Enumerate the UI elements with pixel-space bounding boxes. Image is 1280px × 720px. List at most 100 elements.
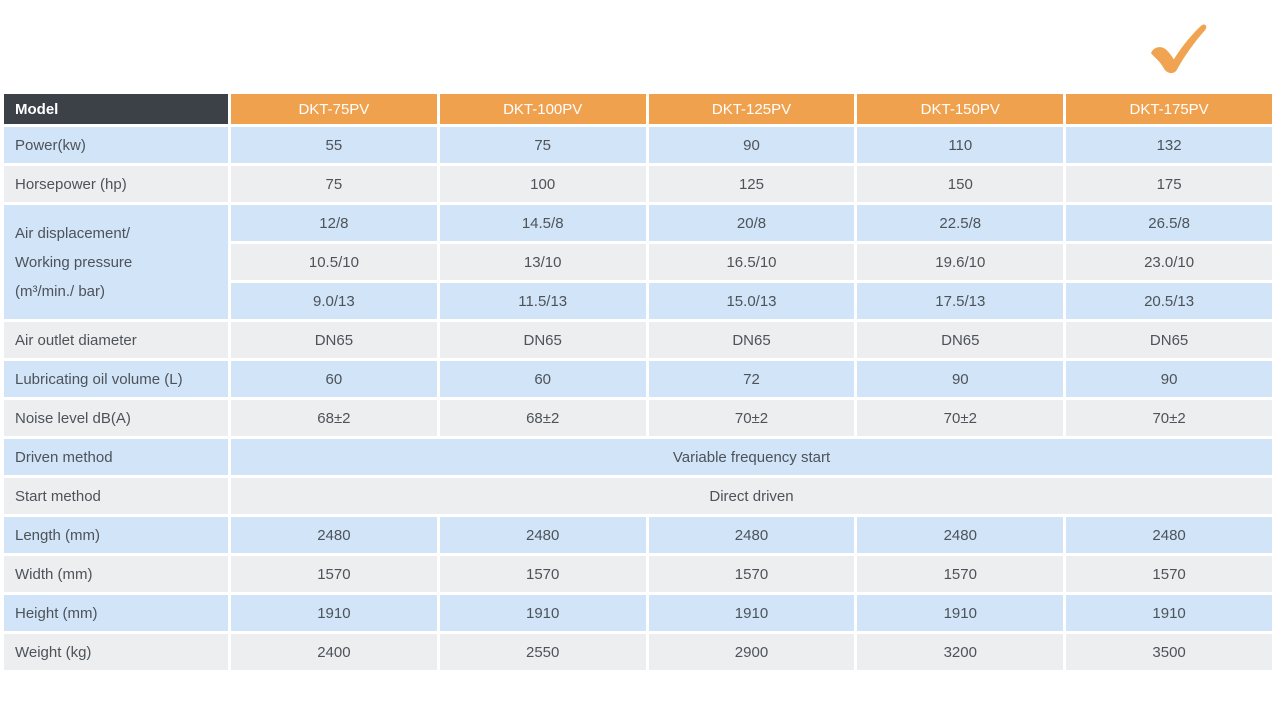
checkmark-icon <box>1151 24 1207 74</box>
cell: 17.5/13 <box>857 283 1064 319</box>
cell: 20/8 <box>648 205 855 241</box>
row-label: Width (mm) <box>4 556 228 592</box>
cell: 2480 <box>857 517 1064 553</box>
cell: 1910 <box>648 595 855 631</box>
row-air-outlet: Air outlet diameter DN65 DN65 DN65 DN65 … <box>4 322 1272 358</box>
cell: DN65 <box>857 322 1064 358</box>
cell: 75 <box>231 166 437 202</box>
row-width: Width (mm) 1570 1570 1570 1570 1570 <box>4 556 1272 592</box>
cell: 60 <box>439 361 646 397</box>
cell: 15.0/13 <box>648 283 855 319</box>
header-row: Model DKT-75PV DKT-100PV DKT-125PV DKT-1… <box>4 94 1272 124</box>
cell: 16.5/10 <box>648 244 855 280</box>
cell: DN65 <box>648 322 855 358</box>
cell: 110 <box>857 127 1064 163</box>
column-header-dkt-125pv: DKT-125PV <box>648 94 855 124</box>
cell: 1910 <box>1066 595 1272 631</box>
cell: 10.5/10 <box>231 244 437 280</box>
column-header-dkt-175pv: DKT-175PV <box>1066 94 1272 124</box>
row-label: Power(kw) <box>4 127 228 163</box>
cell: 175 <box>1066 166 1272 202</box>
cell: 12/8 <box>231 205 437 241</box>
cell: 19.6/10 <box>857 244 1064 280</box>
row-label: Noise level dB(A) <box>4 400 228 436</box>
row-air-displacement-13bar: 9.0/13 11.5/13 15.0/13 17.5/13 20.5/13 <box>4 283 1272 319</box>
row-label: Start method <box>4 478 228 514</box>
cell: 72 <box>648 361 855 397</box>
row-start-method: Start method Direct driven <box>4 478 1272 514</box>
cell: 2480 <box>231 517 437 553</box>
air-displacement-label: Air displacement/ Working pressure (m³/m… <box>4 205 228 319</box>
cell: 13/10 <box>439 244 646 280</box>
row-noise: Noise level dB(A) 68±2 68±2 70±2 70±2 70… <box>4 400 1272 436</box>
merged-cell: Direct driven <box>231 478 1272 514</box>
cell: 70±2 <box>857 400 1064 436</box>
cell: 2550 <box>439 634 646 670</box>
cell: 55 <box>231 127 437 163</box>
cell: 90 <box>1066 361 1272 397</box>
row-power: Power(kw) 55 75 90 110 132 <box>4 127 1272 163</box>
cell: 1570 <box>231 556 437 592</box>
cell: 68±2 <box>231 400 437 436</box>
cell: 20.5/13 <box>1066 283 1272 319</box>
cell: 2480 <box>439 517 646 553</box>
cell: 2480 <box>1066 517 1272 553</box>
row-label: Lubricating oil volume (L) <box>4 361 228 397</box>
row-label: Length (mm) <box>4 517 228 553</box>
cell: 132 <box>1066 127 1272 163</box>
cell: 3200 <box>857 634 1064 670</box>
label-line: Working pressure <box>15 253 133 271</box>
row-label: Height (mm) <box>4 595 228 631</box>
cell: 9.0/13 <box>231 283 437 319</box>
cell: 90 <box>648 127 855 163</box>
label-line: (m³/min./ bar) <box>15 282 105 300</box>
cell: DN65 <box>1066 322 1272 358</box>
cell: 1910 <box>231 595 437 631</box>
cell: 3500 <box>1066 634 1272 670</box>
cell: 1570 <box>1066 556 1272 592</box>
cell: 22.5/8 <box>857 205 1064 241</box>
cell: DN65 <box>231 322 437 358</box>
label-line: Air displacement/ <box>15 224 131 242</box>
cell: 150 <box>857 166 1064 202</box>
cell: 11.5/13 <box>439 283 646 319</box>
cell: 90 <box>857 361 1064 397</box>
cell: 70±2 <box>648 400 855 436</box>
row-label: Weight (kg) <box>4 634 228 670</box>
row-air-displacement-10bar: 10.5/10 13/10 16.5/10 19.6/10 23.0/10 <box>4 244 1272 280</box>
cell: 125 <box>648 166 855 202</box>
cell: 1570 <box>439 556 646 592</box>
row-air-displacement-8bar: Air displacement/ Working pressure (m³/m… <box>4 205 1272 319</box>
row-label: Horsepower (hp) <box>4 166 228 202</box>
cell: 100 <box>439 166 646 202</box>
cell: 70±2 <box>1066 400 1272 436</box>
row-length: Length (mm) 2480 2480 2480 2480 2480 <box>4 517 1272 553</box>
row-driven-method: Driven method Variable frequency start <box>4 439 1272 475</box>
merged-cell: Variable frequency start <box>231 439 1272 475</box>
cell: 2480 <box>648 517 855 553</box>
column-header-dkt-100pv: DKT-100PV <box>439 94 646 124</box>
row-label: Air outlet diameter <box>4 322 228 358</box>
cell: 14.5/8 <box>439 205 646 241</box>
cell: 2900 <box>648 634 855 670</box>
spec-table: Model DKT-75PV DKT-100PV DKT-125PV DKT-1… <box>1 91 1277 673</box>
cell: 1910 <box>439 595 646 631</box>
cell: 26.5/8 <box>1066 205 1272 241</box>
model-header-cell: Model <box>4 94 228 124</box>
row-oil-volume: Lubricating oil volume (L) 60 60 72 90 9… <box>4 361 1272 397</box>
column-header-dkt-75pv: DKT-75PV <box>231 94 437 124</box>
column-header-dkt-150pv: DKT-150PV <box>857 94 1064 124</box>
cell: 1570 <box>648 556 855 592</box>
cell: 1570 <box>857 556 1064 592</box>
cell: 75 <box>439 127 646 163</box>
cell: 1910 <box>857 595 1064 631</box>
row-horsepower: Horsepower (hp) 75 100 125 150 175 <box>4 166 1272 202</box>
cell: 60 <box>231 361 437 397</box>
cell: DN65 <box>439 322 646 358</box>
cell: 2400 <box>231 634 437 670</box>
cell: 68±2 <box>439 400 646 436</box>
row-label: Driven method <box>4 439 228 475</box>
row-weight: Weight (kg) 2400 2550 2900 3200 3500 <box>4 634 1272 670</box>
cell: 23.0/10 <box>1066 244 1272 280</box>
